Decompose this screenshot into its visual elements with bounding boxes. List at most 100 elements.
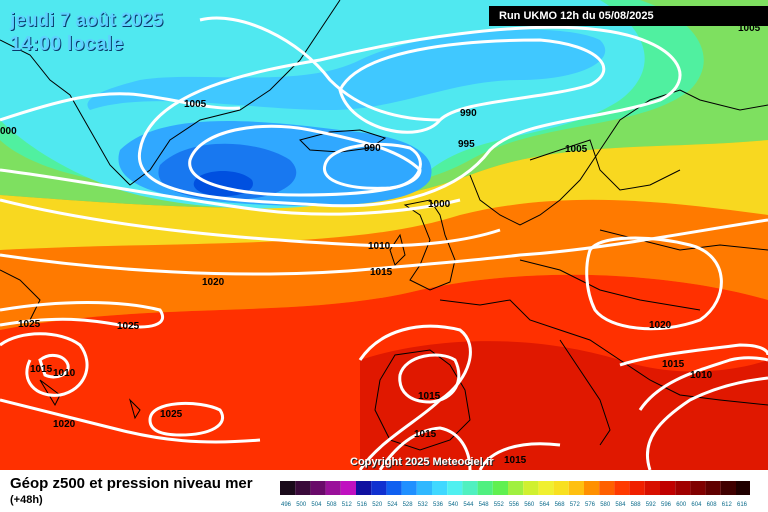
scale-label: 616 <box>737 502 748 508</box>
isobar-label: 995 <box>458 139 475 150</box>
scale-label: 516 <box>357 502 368 508</box>
scale-swatch <box>340 481 356 495</box>
scale-swatch <box>477 481 493 495</box>
field-dark-red <box>360 341 768 470</box>
scale-swatch <box>568 481 584 495</box>
isobar-label: 1005 <box>184 99 207 110</box>
scale-label: 532 <box>418 502 429 508</box>
scale-label: 544 <box>463 502 474 508</box>
scale-swatch <box>644 481 660 495</box>
scale-label: 496 <box>281 502 292 508</box>
scale-label: 604 <box>691 502 702 508</box>
isobar-label: 1010 <box>53 368 76 379</box>
scale-swatch <box>280 481 296 495</box>
scale-swatch <box>325 481 341 495</box>
scale-swatch <box>416 481 432 495</box>
scale-swatch <box>690 481 706 495</box>
isobar-label: 990 <box>460 108 477 119</box>
scale-label: 536 <box>433 502 444 508</box>
scale-swatch <box>660 481 676 495</box>
field-orange <box>0 199 768 330</box>
legend-bar: Géop z500 et pression niveau mer (+48h) … <box>0 470 768 512</box>
scale-label: 596 <box>661 502 672 508</box>
isobar-label: 1015 <box>30 364 53 375</box>
scale-label: 564 <box>539 502 550 508</box>
isobar-label: 1015 <box>504 455 527 466</box>
scale-swatch <box>462 481 478 495</box>
isobar-label: 1020 <box>53 419 76 430</box>
isobar-label: 1015 <box>414 429 437 440</box>
field-yellow <box>0 140 768 250</box>
scale-label: 584 <box>615 502 626 508</box>
scale-label: 552 <box>494 502 505 508</box>
scale-swatch <box>295 481 311 495</box>
scale-swatch <box>401 481 417 495</box>
isobar-label: 1025 <box>18 319 41 330</box>
isobar-label: 1020 <box>649 320 672 331</box>
scale-label: 560 <box>524 502 535 508</box>
scale-label: 568 <box>555 502 566 508</box>
scale-label: 600 <box>676 502 687 508</box>
scale-swatch <box>614 481 630 495</box>
scale-swatch <box>538 481 554 495</box>
isobar-label: 1015 <box>662 359 685 370</box>
scale-swatch <box>675 481 691 495</box>
isobar-label: 1010 <box>368 241 391 252</box>
isobar-label: 1015 <box>418 391 441 402</box>
color-scale: 496 500 504 508 512 516 520 524 528 532 536 540 544 5… <box>280 481 750 508</box>
scale-swatch <box>386 481 402 495</box>
scale-label: 612 <box>722 502 733 508</box>
scale-swatch <box>720 481 736 495</box>
scale-label: 608 <box>707 502 718 508</box>
isobar-label: 990 <box>364 143 381 154</box>
copyright-text: Copyright 2025 Meteociel.fr <box>350 456 494 468</box>
isobar-label: 1015 <box>370 267 393 278</box>
scale-swatch <box>599 481 615 495</box>
forecast-time: 14:00 locale <box>10 33 124 55</box>
scale-label: 520 <box>372 502 383 508</box>
scale-swatch <box>523 481 539 495</box>
isobar-label: 1000 <box>428 199 451 210</box>
scale-label: 572 <box>570 502 581 508</box>
isobar-label: 1025 <box>117 321 140 332</box>
model-run-label: Run UKMO 12h du 05/08/2025 <box>489 6 768 26</box>
scale-swatch <box>584 481 600 495</box>
isobar-label: 1005 <box>565 144 588 155</box>
scale-swatch <box>508 481 524 495</box>
forecast-offset: (+48h) <box>10 494 43 506</box>
scale-swatch <box>447 481 463 495</box>
scale-swatch <box>371 481 387 495</box>
scale-label: 540 <box>448 502 459 508</box>
scale-label: 576 <box>585 502 596 508</box>
forecast-date: jeudi 7 août 2025 <box>10 10 164 31</box>
isobar-label: 1020 <box>202 277 225 288</box>
scale-label: 556 <box>509 502 520 508</box>
scale-label: 580 <box>600 502 611 508</box>
isobar-labels: 1005 990 995 990 1005 1000 1010 1015 102… <box>0 23 761 466</box>
scale-swatch <box>705 481 721 495</box>
scale-swatch <box>310 481 326 495</box>
weather-map: 1005 990 995 990 1005 1000 1010 1015 102… <box>0 0 768 470</box>
scale-label: 524 <box>387 502 398 508</box>
scale-label: 592 <box>646 502 657 508</box>
isobar-label: 1025 <box>160 409 183 420</box>
isobar-label: 1005 <box>738 23 761 34</box>
scale-label: 512 <box>342 502 353 508</box>
scale-label: 504 <box>311 502 322 508</box>
field-light-blue <box>87 29 606 110</box>
isobar-label: 000 <box>0 126 17 137</box>
scale-label: 528 <box>403 502 414 508</box>
scale-swatch <box>736 481 750 495</box>
isobar-label: 1010 <box>690 370 713 381</box>
scale-label: 548 <box>479 502 490 508</box>
map-title: Géop z500 et pression niveau mer <box>10 475 253 492</box>
scale-swatch <box>553 481 569 495</box>
scale-swatch <box>492 481 508 495</box>
scale-label: 508 <box>327 502 338 508</box>
isobars <box>0 16 768 470</box>
scale-label: 588 <box>631 502 642 508</box>
scale-swatch <box>356 481 372 495</box>
scale-swatch <box>629 481 645 495</box>
scale-label: 500 <box>296 502 307 508</box>
scale-swatch <box>432 481 448 495</box>
